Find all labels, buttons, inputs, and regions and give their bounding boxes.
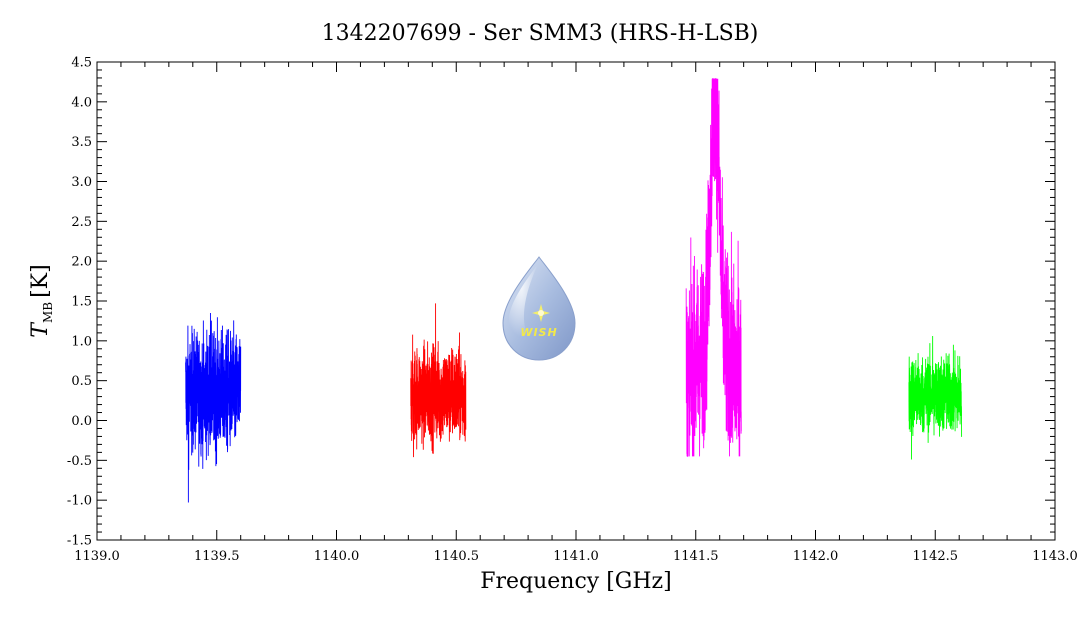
x-tick-label: 1141.0 [553, 549, 599, 564]
y-axis-label-subscript: MB [41, 302, 55, 323]
spectrum-line [908, 336, 963, 460]
spectrum-series-1 [185, 312, 242, 503]
wish-logo: WISH [502, 256, 576, 361]
plot-frame [96, 61, 1056, 541]
x-tick-label: 1140.0 [314, 549, 360, 564]
y-tick-label: 1.5 [71, 295, 92, 310]
y-tick-label: 4.0 [71, 95, 92, 110]
x-axis-label: Frequency [GHz] [480, 569, 672, 594]
x-tick-label: 1140.5 [434, 549, 480, 564]
y-axis-label-unit: [K] [28, 264, 53, 298]
y-tick-label: 4.5 [71, 56, 92, 71]
spectrum-series-2 [410, 303, 467, 458]
star-icon [532, 304, 550, 322]
y-axis-label: TMB [K] [28, 264, 55, 337]
y-tick-label: -1.0 [67, 494, 92, 509]
spectrum-series-3 [685, 78, 742, 457]
y-tick-label: 3.0 [71, 175, 92, 190]
logo-text: WISH [520, 326, 557, 339]
x-tick-label: 1139.5 [194, 549, 240, 564]
axes: 1139.0 1139.5 1140.0 1140.5 1141.0 1141.5 1142… [67, 56, 1078, 565]
spectrum-line [185, 312, 242, 503]
y-tick-label: -1.5 [67, 534, 92, 549]
spectrum-line [410, 303, 467, 458]
svg-text:TMB[K]: TMB [K] [28, 264, 55, 337]
y-axis-label-symbol: T [28, 321, 53, 338]
y-tick-label: 2.5 [71, 215, 92, 230]
x-tick-label: 1139.0 [74, 549, 120, 564]
spectrum-line [685, 78, 742, 457]
spectrum-series [185, 78, 963, 503]
chart-title: 1342207699 - Ser SMM3 (HRS-H-LSB) [322, 21, 759, 46]
x-tick-label: 1142.0 [793, 549, 839, 564]
y-tick-label: 3.5 [71, 135, 92, 150]
spectrum-series-4 [908, 336, 963, 460]
y-tick-label: 0.0 [71, 414, 92, 429]
y-tick-label: 0.5 [71, 374, 92, 389]
y-tick-label: 1.0 [71, 334, 92, 349]
x-tick-label: 1141.5 [673, 549, 719, 564]
x-tick-label: 1142.5 [913, 549, 959, 564]
x-tick-label: 1143.0 [1032, 549, 1078, 564]
y-tick-label: -0.5 [67, 454, 92, 469]
y-tick-label: 2.0 [71, 255, 92, 270]
